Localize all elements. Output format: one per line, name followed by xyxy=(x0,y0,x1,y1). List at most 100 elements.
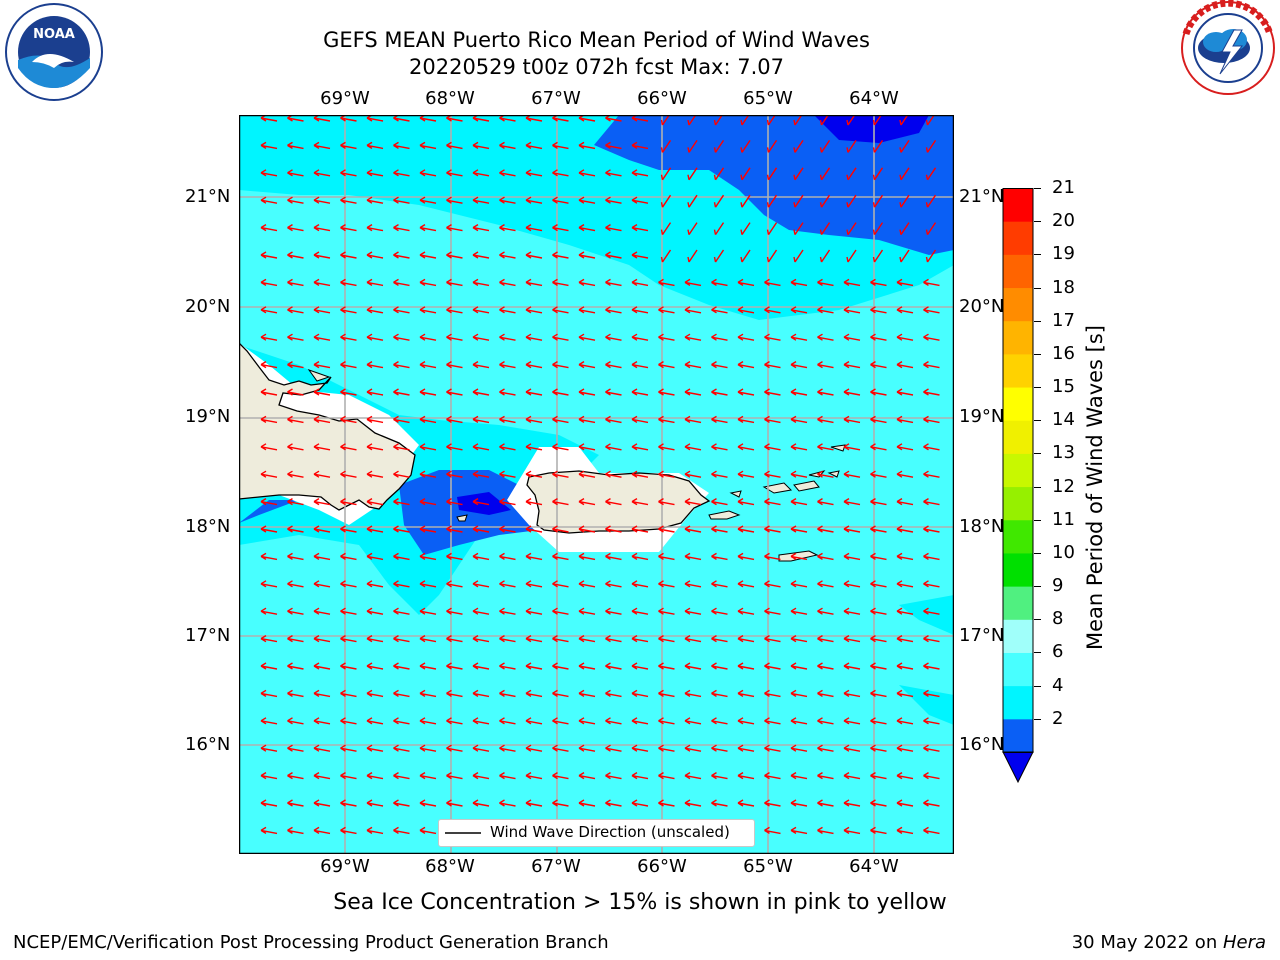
lon-label: 66°W xyxy=(637,88,687,109)
colorbar-tick-label: 17 xyxy=(1052,309,1075,331)
wave-direction-arrow xyxy=(870,278,887,287)
wave-direction-arrow xyxy=(631,799,649,807)
wave-direction-arrow xyxy=(340,717,357,725)
wave-direction-arrow xyxy=(658,799,675,807)
wave-direction-arrow xyxy=(287,662,304,670)
wave-direction-arrow xyxy=(578,525,596,533)
wave-direction-arrow xyxy=(843,607,861,615)
wave-direction-arrow xyxy=(419,744,437,752)
wave-direction-arrow xyxy=(552,333,569,341)
wave-direction-arrow xyxy=(766,222,778,235)
colorbar-tick-mark xyxy=(1034,586,1041,588)
wave-direction-arrow xyxy=(393,223,410,232)
wave-direction-arrow xyxy=(287,744,304,752)
wave-direction-arrow xyxy=(446,443,463,451)
wave-direction-arrow xyxy=(446,634,463,643)
wave-direction-arrow xyxy=(870,306,887,314)
wave-direction-arrow xyxy=(472,169,490,177)
wave-direction-arrow xyxy=(525,169,543,177)
wave-direction-arrow xyxy=(525,634,543,643)
wave-direction-arrow xyxy=(899,194,910,208)
land-samana xyxy=(307,368,331,382)
wave-direction-arrow xyxy=(923,799,940,807)
wave-direction-arrow xyxy=(260,717,278,725)
wave-direction-arrow xyxy=(896,388,914,396)
wave-direction-arrow xyxy=(870,607,887,615)
wave-direction-arrow xyxy=(713,115,724,126)
wave-direction-arrow xyxy=(817,580,834,588)
wave-direction-arrow xyxy=(446,552,463,561)
wave-direction-arrow xyxy=(366,634,384,643)
wave-direction-arrow xyxy=(684,799,702,807)
wave-direction-arrow xyxy=(525,771,543,780)
wave-direction-arrow xyxy=(393,443,410,451)
wave-direction-arrow xyxy=(499,415,516,424)
wave-direction-arrow xyxy=(790,552,808,561)
wave-direction-arrow xyxy=(287,196,304,204)
wave-direction-arrow xyxy=(605,470,622,478)
wave-direction-arrow xyxy=(393,580,410,588)
wave-direction-arrow xyxy=(340,799,357,807)
lat-label: 21°N xyxy=(185,186,231,207)
wave-direction-arrow xyxy=(552,717,569,725)
wave-direction-arrow xyxy=(605,223,622,232)
wave-direction-arrow xyxy=(819,115,830,126)
wave-direction-arrow xyxy=(393,388,410,396)
wave-direction-arrow xyxy=(446,525,463,533)
wave-direction-arrow xyxy=(472,278,490,287)
wave-direction-arrows xyxy=(260,115,940,835)
wave-direction-arrow xyxy=(578,799,596,807)
wave-direction-arrow xyxy=(631,744,649,752)
sea-ice-caption: Sea Ice Concentration > 15% is shown in … xyxy=(333,890,947,915)
wave-direction-arrow xyxy=(896,580,914,588)
lat-label: 19°N xyxy=(959,406,1005,427)
wave-direction-arrow xyxy=(446,333,463,341)
wave-direction-arrow xyxy=(817,415,834,424)
wave-direction-arrow xyxy=(790,525,808,533)
wave-direction-arrow xyxy=(287,169,304,177)
wave-direction-arrow xyxy=(287,826,304,835)
wave-direction-arrow xyxy=(313,826,331,835)
wave-direction-arrow xyxy=(843,744,861,752)
wave-direction-arrow xyxy=(658,388,675,396)
wave-direction-arrow xyxy=(419,826,437,835)
wave-direction-arrow xyxy=(684,525,702,533)
wave-direction-arrow xyxy=(525,689,543,698)
wave-direction-arrow xyxy=(578,278,596,287)
wave-direction-arrow xyxy=(740,167,751,181)
wave-direction-arrow xyxy=(631,689,649,698)
wave-direction-arrow xyxy=(393,717,410,725)
wave-direction-arrow xyxy=(872,167,884,181)
wave-direction-arrow xyxy=(287,360,304,369)
wave-direction-arrow xyxy=(578,470,596,478)
wave-direction-arrow xyxy=(366,744,384,752)
wave-direction-arrow xyxy=(287,470,304,478)
wave-direction-arrow xyxy=(366,771,384,780)
wave-direction-arrow xyxy=(631,333,649,341)
wave-direction-arrow xyxy=(287,525,304,533)
colorbar-tick-mark xyxy=(1034,221,1041,223)
wave-direction-arrow xyxy=(552,443,569,451)
wave-direction-arrow xyxy=(313,306,331,314)
wave-direction-arrow xyxy=(605,580,622,588)
wave-direction-arrow xyxy=(578,662,596,670)
wave-direction-arrow xyxy=(472,141,490,150)
wave-direction-arrow xyxy=(313,497,331,506)
colorbar-tick-label: 20 xyxy=(1052,210,1075,232)
wave-direction-arrow xyxy=(340,744,357,752)
wave-direction-arrow xyxy=(260,360,278,369)
wave-direction-arrow xyxy=(260,333,278,341)
wave-direction-arrow xyxy=(525,443,543,451)
wave-direction-arrow xyxy=(313,251,331,259)
wave-direction-arrow xyxy=(552,360,569,369)
wave-direction-arrow xyxy=(499,470,516,478)
wave-direction-arrow xyxy=(817,634,834,643)
wave-direction-arrow xyxy=(764,744,781,752)
wave-direction-arrow xyxy=(631,634,649,643)
wave-direction-arrow xyxy=(393,689,410,698)
map-gridlines xyxy=(239,115,954,854)
wave-direction-arrow xyxy=(817,799,834,807)
wave-direction-arrow xyxy=(923,662,940,670)
wave-direction-arrow xyxy=(896,689,914,698)
wave-direction-arrow xyxy=(925,222,937,235)
